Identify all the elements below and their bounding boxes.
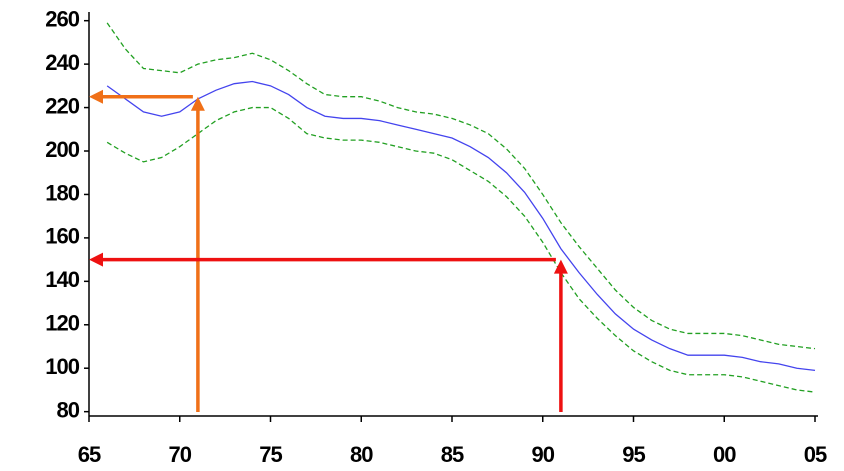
y-tick-label: 220 — [45, 93, 79, 118]
y-tick-label: 200 — [45, 137, 79, 162]
y-tick-label: 80 — [57, 397, 80, 422]
y-tick-label: 260 — [45, 7, 79, 32]
y-tick-label: 240 — [45, 50, 79, 75]
arrowhead — [89, 89, 103, 104]
x-tick-label: 65 — [78, 442, 101, 467]
x-tick-label: 95 — [622, 442, 645, 467]
y-tick-label: 160 — [45, 224, 79, 249]
x-tick-label: 90 — [532, 442, 555, 467]
arrowhead — [190, 96, 205, 111]
y-tick-label: 100 — [45, 354, 79, 379]
line — [106, 22, 816, 350]
x-tick-label: 75 — [259, 442, 282, 467]
x-tick-label: 85 — [441, 442, 464, 467]
line — [106, 106, 816, 393]
y-tick-label: 120 — [45, 311, 79, 336]
arrowhead — [553, 259, 568, 274]
x-tick-label: 70 — [169, 442, 192, 467]
line — [106, 80, 816, 372]
x-tick-label: 80 — [350, 442, 373, 467]
arrowhead — [89, 252, 103, 267]
x-tick-label: 00 — [713, 442, 736, 467]
y-tick-label: 140 — [45, 267, 79, 292]
x-tick-label: 05 — [804, 442, 827, 467]
y-tick-label: 180 — [45, 180, 79, 205]
